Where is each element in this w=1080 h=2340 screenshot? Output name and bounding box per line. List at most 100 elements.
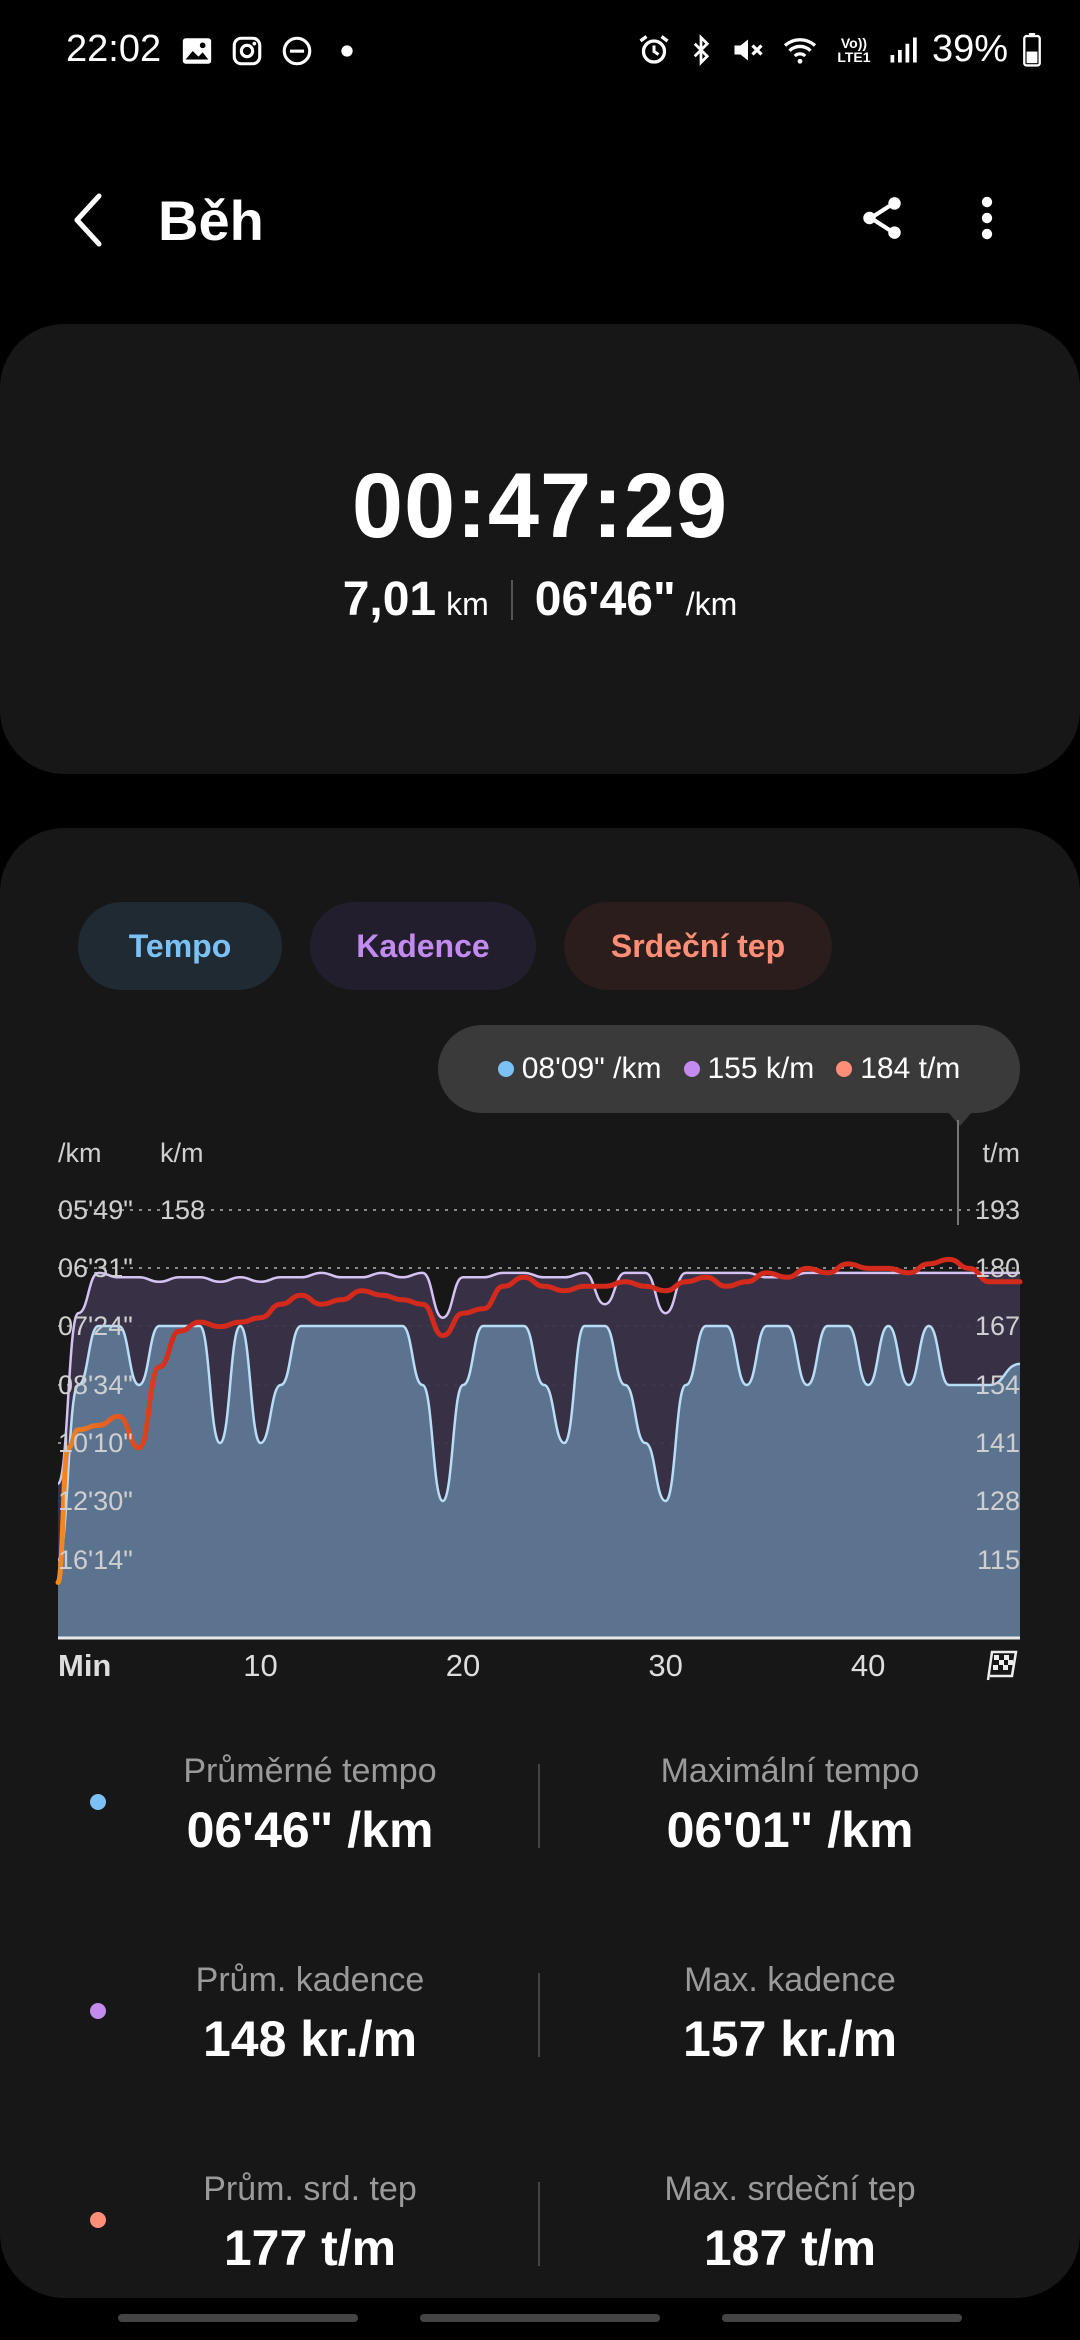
cadence-line [56, 1271, 1020, 1485]
max-pace-value: 06'01" /km [666, 1802, 914, 1858]
status-time: 22:02 [66, 28, 162, 70]
max-heart-rate-value: 187 t/m [703, 2220, 877, 2276]
heart-rate-tick-label: 128 [975, 1486, 1020, 1516]
nav-home-button[interactable] [420, 2314, 660, 2322]
page-title: Běh [158, 189, 264, 252]
avg-pace-value: 06'46" /km [186, 1802, 434, 1858]
pace-tick-label: 08'34" [58, 1370, 133, 1400]
tab-heart-rate[interactable]: Srdeční tep [564, 902, 832, 990]
mute-icon [730, 32, 766, 68]
avg-heart-rate-value: 177 t/m [223, 2220, 397, 2276]
heart-rate-dot-icon [90, 2212, 106, 2228]
cadence-unit-label: k/m [160, 1138, 204, 1168]
tooltip-cadence-value: 155 k/m [707, 1052, 815, 1085]
avg-heart-rate: Prům. srd. tep 177 t/m [70, 2170, 550, 2277]
pace-unit-label: /km [58, 1138, 102, 1168]
divider [510, 579, 513, 620]
tooltip-heart-rate-value: 184 t/m [860, 1052, 961, 1085]
nav-recents-button[interactable] [118, 2314, 358, 2322]
avg-pace: Průměrné tempo 06'46" /km [70, 1752, 550, 1859]
tab-tempo[interactable]: Tempo [78, 902, 282, 990]
nav-back-button[interactable] [722, 2314, 962, 2322]
tempo-area [58, 1326, 1020, 1638]
heart-rate-dot-icon [836, 1061, 853, 1077]
max-heart-rate-label: Max. srdeční tep [664, 2170, 916, 2208]
tempo-line [56, 1324, 1021, 1562]
finish-flag-icon [986, 1650, 1018, 1681]
avg-cadence-value: 148 kr./m [202, 2011, 418, 2067]
avg-cadence-label: Prům. kadence [195, 1961, 425, 1999]
cadence-dot-icon [90, 2003, 106, 2019]
divider [538, 1973, 540, 2057]
pace-tick-label: 16'14" [58, 1545, 133, 1575]
heart-rate-tick-label: 193 [975, 1195, 1020, 1225]
max-pace-label: Maximální tempo [660, 1752, 920, 1790]
x-tick-label: 40 [851, 1648, 885, 1683]
max-cadence-label: Max. kadence [684, 1961, 896, 1999]
x-tick-label: 30 [648, 1648, 682, 1683]
heart-rate-tick-label: 115 [977, 1545, 1020, 1575]
battery-percent: 39% [931, 28, 1008, 70]
tooltip-tempo-value: 08'09" /km [521, 1052, 662, 1085]
app-bar: Běh [0, 170, 1080, 270]
volte-icon: Vo)) LTE1 [837, 34, 871, 65]
wifi-icon [780, 32, 820, 68]
more-vertical-icon [981, 196, 993, 240]
max-heart-rate: Max. srdeční tep 187 t/m [550, 2170, 1030, 2277]
pace-tick-label: 12'30" [58, 1486, 133, 1516]
x-tick-label: 10 [243, 1648, 277, 1683]
tooltip-cadence: 155 k/m [683, 1052, 815, 1086]
x-tick-label: 20 [446, 1648, 480, 1683]
tooltip-tempo: 08'09" /km [497, 1052, 662, 1086]
max-cadence-value: 157 kr./m [682, 2011, 898, 2067]
signal-icon [888, 33, 918, 67]
heart-rate-tick-label: 180 [975, 1253, 1020, 1283]
chart-tooltip: 08'09" /km 155 k/m 184 t/m [438, 1025, 1020, 1113]
more-options-button[interactable] [972, 188, 1002, 248]
stats-row-cadence: Prům. kadence 148 kr./m Max. kadence 157… [0, 1961, 1080, 2091]
duration-value: 00:47:29 [351, 455, 729, 557]
tooltip-arrow [948, 1112, 972, 1126]
avg-cadence: Prům. kadence 148 kr./m [70, 1961, 550, 2068]
tooltip-heart-rate: 184 t/m [836, 1052, 960, 1086]
dot-icon [330, 34, 364, 68]
divider [538, 2182, 540, 2266]
stats-row-heart-rate: Prům. srd. tep 177 t/m Max. srdeční tep … [0, 2170, 1080, 2300]
tempo-dot-icon [497, 1061, 514, 1077]
distance-value: 7,01 [342, 573, 437, 626]
status-bar: 22:02 Vo)) LTE1 39% [0, 0, 1080, 100]
heart-rate-line [55, 1256, 1023, 1585]
gallery-icon [180, 34, 214, 68]
x-axis-label: Min [58, 1648, 111, 1683]
chevron-left-icon [74, 193, 102, 247]
max-cadence: Max. kadence 157 kr./m [550, 1961, 1030, 2068]
pace-unit: /km [685, 586, 738, 622]
heart-rate-tick-label: 167 [975, 1311, 1020, 1341]
pace-tick-label: 06'31" [58, 1253, 133, 1283]
summary-card: 00:47:29 7,01 km 06'46" /km [0, 324, 1080, 774]
avg-pace-label: Průměrné tempo [183, 1752, 437, 1790]
battery-icon [1022, 32, 1042, 67]
cadence-dot-icon [683, 1061, 700, 1077]
instagram-icon [230, 34, 264, 68]
heart-rate-tick-label: 154 [975, 1370, 1020, 1400]
alarm-icon [636, 32, 672, 68]
pace-tick-label: 05'49" [58, 1195, 133, 1225]
max-pace: Maximální tempo 06'01" /km [550, 1752, 1030, 1859]
do-not-disturb-icon [280, 34, 314, 68]
share-button[interactable] [852, 188, 912, 248]
bluetooth-icon [686, 32, 716, 68]
tab-cadence[interactable]: Kadence [310, 902, 536, 990]
pace-tick-label: 10'10" [58, 1428, 133, 1458]
stats-row-pace: Průměrné tempo 06'46" /km Maximální temp… [0, 1752, 1080, 1882]
pace-tick-label: 07'24" [58, 1311, 133, 1341]
avg-heart-rate-label: Prům. srd. tep [203, 2170, 417, 2208]
pace-value: 06'46" [534, 573, 676, 626]
back-button[interactable] [62, 185, 112, 255]
tempo-dot-icon [90, 1794, 106, 1810]
distance-pace-line: 7,01 km 06'46" /km [0, 572, 1080, 627]
workout-chart[interactable]: /km k/m t/m 05'49" 06'31" 07'24" 08'34" 10'10" 1… [0, 1120, 1080, 1700]
share-icon [863, 197, 901, 239]
heart-rate-tick-label: 141 [975, 1428, 1020, 1458]
distance-unit: km [446, 586, 489, 622]
